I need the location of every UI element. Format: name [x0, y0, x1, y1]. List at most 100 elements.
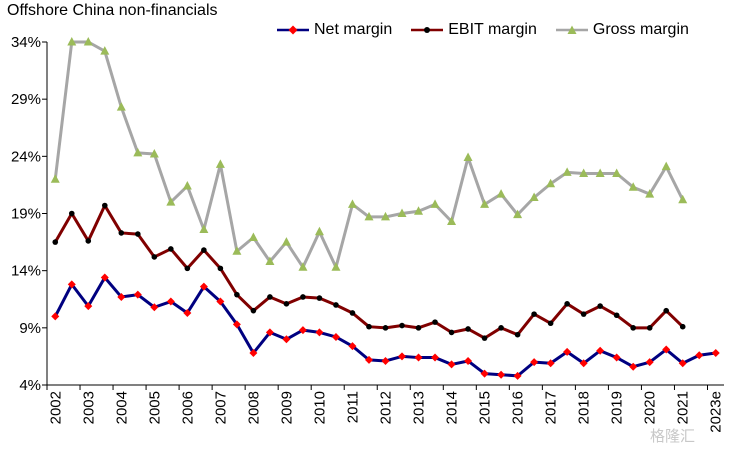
- x-tick-label: 2010: [311, 391, 328, 424]
- point-ebit-margin: [283, 301, 290, 307]
- point-ebit-margin: [630, 325, 636, 331]
- point-net-margin: [166, 297, 175, 306]
- x-tick-label: 2011: [344, 391, 361, 423]
- point-ebit-margin: [580, 311, 587, 317]
- y-axis-ticks: 4% 9% 14% 19% 24% 29% 34%: [11, 34, 47, 394]
- x-tick-label: 2004: [113, 391, 130, 424]
- point-net-margin: [431, 353, 440, 362]
- point-gross-margin: [678, 194, 688, 204]
- point-gross-margin: [265, 256, 275, 266]
- point-ebit-margin: [333, 302, 339, 308]
- point-ebit-margin: [184, 265, 191, 272]
- point-gross-margin: [463, 152, 473, 161]
- chart-title: Offshore China non-financials: [7, 2, 218, 19]
- watermark: 格隆汇: [650, 428, 696, 445]
- y-tick-label: 9%: [19, 320, 41, 337]
- legend-swatch-ebit-margin: [411, 27, 444, 33]
- point-gross-margin: [149, 149, 159, 158]
- point-ebit-margin: [415, 325, 422, 331]
- legend-label-net-margin: Net margin: [314, 21, 393, 38]
- point-ebit-margin: [201, 247, 207, 253]
- x-tick-label: 2015: [477, 391, 494, 424]
- point-net-margin: [711, 348, 720, 357]
- x-tick-label: 2018: [576, 391, 593, 424]
- point-net-margin: [447, 360, 456, 369]
- point-gross-margin: [199, 224, 209, 234]
- point-gross-margin: [480, 199, 490, 208]
- point-net-margin: [51, 312, 60, 321]
- point-gross-margin: [645, 189, 655, 198]
- y-tick-label: 29%: [11, 91, 41, 108]
- point-gross-margin: [100, 46, 110, 55]
- point-gross-margin: [546, 178, 556, 188]
- point-gross-margin: [281, 237, 291, 246]
- point-net-margin: [199, 282, 208, 291]
- legend-swatch-gross-margin: [555, 25, 588, 34]
- x-tick-label: 2021: [675, 391, 692, 424]
- point-ebit-margin: [432, 319, 438, 325]
- point-gross-margin: [430, 199, 440, 208]
- point-gross-margin: [364, 211, 374, 221]
- point-gross-margin: [661, 161, 671, 171]
- legend-item-gross-margin: Gross margin: [555, 21, 689, 39]
- point-ebit-margin: [646, 325, 653, 331]
- point-gross-margin: [215, 159, 225, 168]
- point-ebit-margin: [85, 238, 92, 244]
- x-tick-label: 2007: [212, 391, 229, 424]
- x-tick-label: 2014: [444, 391, 461, 424]
- point-net-margin: [265, 328, 274, 337]
- legend-swatch-net-margin: [277, 25, 309, 35]
- x-tick-label: 2013: [411, 391, 428, 424]
- x-tick-label: 2019: [609, 391, 626, 424]
- y-tick-label: 24%: [11, 148, 41, 165]
- point-gross-margin: [314, 226, 324, 236]
- point-net-margin: [381, 356, 390, 365]
- x-axis-ticks: 2002 2003 2004 2005 2006 2007 2008 2009 2010 2011…: [46, 385, 725, 433]
- point-ebit-margin: [514, 331, 521, 338]
- point-ebit-margin: [465, 326, 471, 332]
- point-ebit-margin: [547, 320, 554, 327]
- point-net-margin: [150, 303, 159, 312]
- point-ebit-margin: [366, 323, 372, 330]
- point-net-margin: [645, 358, 654, 367]
- point-ebit-margin: [118, 230, 125, 236]
- y-tick-label: 19%: [11, 206, 41, 223]
- point-net-margin: [117, 292, 126, 301]
- point-ebit-margin: [250, 307, 257, 314]
- x-tick-label: 2002: [47, 391, 64, 424]
- point-net-margin: [678, 359, 687, 368]
- point-net-margin: [530, 358, 539, 367]
- point-ebit-margin: [679, 323, 686, 330]
- point-gross-margin: [50, 174, 60, 183]
- point-ebit-margin: [52, 239, 59, 245]
- point-ebit-margin: [613, 312, 620, 319]
- point-gross-margin: [579, 168, 589, 177]
- point-net-margin: [563, 347, 572, 356]
- x-tick-label: 2017: [543, 391, 560, 424]
- x-tick-label: 2020: [642, 391, 659, 424]
- point-gross-margin: [595, 168, 605, 177]
- x-tick-label: 2006: [179, 391, 196, 424]
- point-gross-margin: [133, 147, 143, 157]
- point-gross-margin: [414, 206, 424, 215]
- point-ebit-margin: [448, 329, 455, 336]
- point-gross-margin: [116, 102, 126, 111]
- legend-item-net-margin: Net margin: [276, 21, 392, 39]
- point-net-margin: [497, 370, 506, 379]
- point-gross-margin: [166, 197, 176, 206]
- point-net-margin: [282, 335, 291, 344]
- point-net-margin: [67, 280, 76, 289]
- point-net-margin: [364, 355, 373, 364]
- point-ebit-margin: [498, 325, 504, 331]
- point-net-margin: [315, 328, 324, 337]
- point-ebit-margin: [316, 295, 323, 301]
- series-line-ebit-margin: [53, 203, 684, 340]
- point-ebit-margin: [481, 335, 488, 341]
- point-gross-margin: [381, 211, 390, 221]
- legend-label-ebit-margin: EBIT margin: [448, 21, 537, 38]
- legend-label-gross-margin: Gross margin: [592, 21, 689, 38]
- point-net-margin: [298, 326, 307, 335]
- series-layer: [50, 37, 720, 380]
- point-ebit-margin: [663, 307, 670, 314]
